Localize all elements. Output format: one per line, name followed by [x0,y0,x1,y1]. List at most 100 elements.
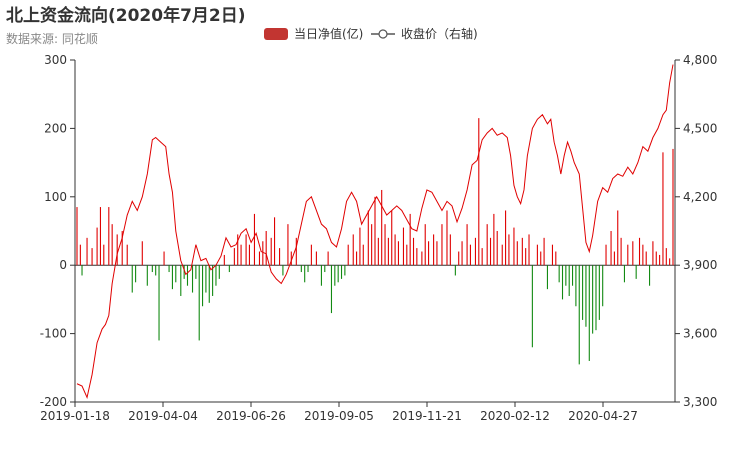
close-price-line [76,64,674,400]
bar-negative [168,265,170,273]
bar-negative [585,265,587,327]
y-left-tick-label: -200 [40,395,67,409]
bar-positive [446,210,448,266]
bar-negative [171,265,173,290]
bar-positive [516,241,518,266]
bar-negative [592,265,594,334]
bar-positive [315,251,317,266]
bar-negative [183,265,185,279]
bar-negative [146,265,148,286]
bar-positive [262,241,264,266]
bar-negative [344,265,346,276]
bar-positive [126,244,128,266]
legend-bar-swatch[interactable] [264,28,288,40]
legend-bar-label[interactable]: 当日净值(亿) [294,26,363,41]
bar-positive [287,224,289,266]
bar-negative [649,265,651,286]
chart-title: 北上资金流向(2020年7月2日) [6,6,246,26]
x-tick-label: 2019-06-26 [216,409,286,423]
bar-negative [175,265,177,283]
bar-positive [265,231,267,266]
bar-positive [86,237,88,266]
bar-positive [258,251,261,266]
bar-negative [330,265,333,314]
legend-line-label[interactable]: 收盘价（右轴) [401,26,478,41]
bar-positive [108,207,110,266]
bar-positive [377,237,379,266]
bar-negative [454,265,456,276]
y-right-tick-label: 4,200 [683,190,717,204]
bar-positive [270,237,272,266]
bar-positive [486,224,488,266]
bar-positive [493,213,495,266]
bar-negative [218,265,220,279]
bar-positive [481,248,483,266]
y-right-tick-label: 4,500 [683,121,717,135]
bar-negative [228,265,230,273]
bar-positive [441,224,443,266]
bar-positive [555,251,557,266]
bar-positive [374,196,376,266]
legend: 当日净值(亿) 收盘价（右轴) [264,26,478,41]
bar-negative [546,265,548,290]
bar-negative [598,265,600,320]
bar-negative [623,265,625,283]
bar-positive [659,254,661,266]
bar-negative [198,265,200,341]
bar-positive [163,251,165,266]
bar-positive [103,244,105,266]
bar-negative [595,265,597,331]
y-left-tick-label: 0 [59,258,67,272]
bar-positive [409,213,411,266]
bar-positive [99,207,101,266]
bar-positive [310,244,312,266]
bar-positive [96,227,98,266]
bar-positive [662,152,664,266]
bar-positive [327,251,329,266]
bar-positive [416,248,418,266]
bar-positive [642,244,644,266]
bar-positive [478,118,480,266]
bar-positive [233,248,235,266]
bar-positive [424,224,426,266]
bar-negative [572,265,574,286]
bar-negative [300,265,302,273]
bar-positive [617,210,619,266]
bar-positive [638,237,641,266]
bar-positive [91,248,93,266]
bar-positive [632,241,634,266]
plot-area: -200 -100 0 100 200 300 3,300 3,600 3,900 4,200 4,… [40,53,718,423]
bar-positive [528,234,530,266]
bar-positive [620,237,622,266]
bar-negative [561,265,564,300]
bar-positive [412,237,415,266]
bar-positive [449,234,451,266]
bar-negative [531,265,533,348]
bar-negative [155,265,157,276]
bar-positive [466,224,468,266]
bar-negative [635,265,637,279]
bar-positive [121,231,123,266]
bar-positive [543,237,545,266]
bar-positive [223,254,225,266]
bar-positive [240,244,242,266]
bar-negative [151,265,153,273]
bar-negative [186,265,189,286]
bar-positive [402,227,405,266]
bar-positive [352,234,354,266]
bar-negative [202,265,204,307]
y-left-tick-label: 200 [44,121,67,135]
x-tick-label: 2019-09-05 [304,409,374,423]
bar-positive [540,251,542,266]
bar-positive [245,234,247,266]
bar-negative [588,265,590,361]
bar-positive [116,234,118,266]
bar-positive [362,244,364,266]
bar-positive [665,248,667,266]
bar-negative [81,265,83,276]
bar-positive [496,231,498,266]
bar-positive [347,244,349,266]
bar-negative [215,265,217,286]
chart-subtitle: 数据来源: 同花顺 [6,32,98,46]
